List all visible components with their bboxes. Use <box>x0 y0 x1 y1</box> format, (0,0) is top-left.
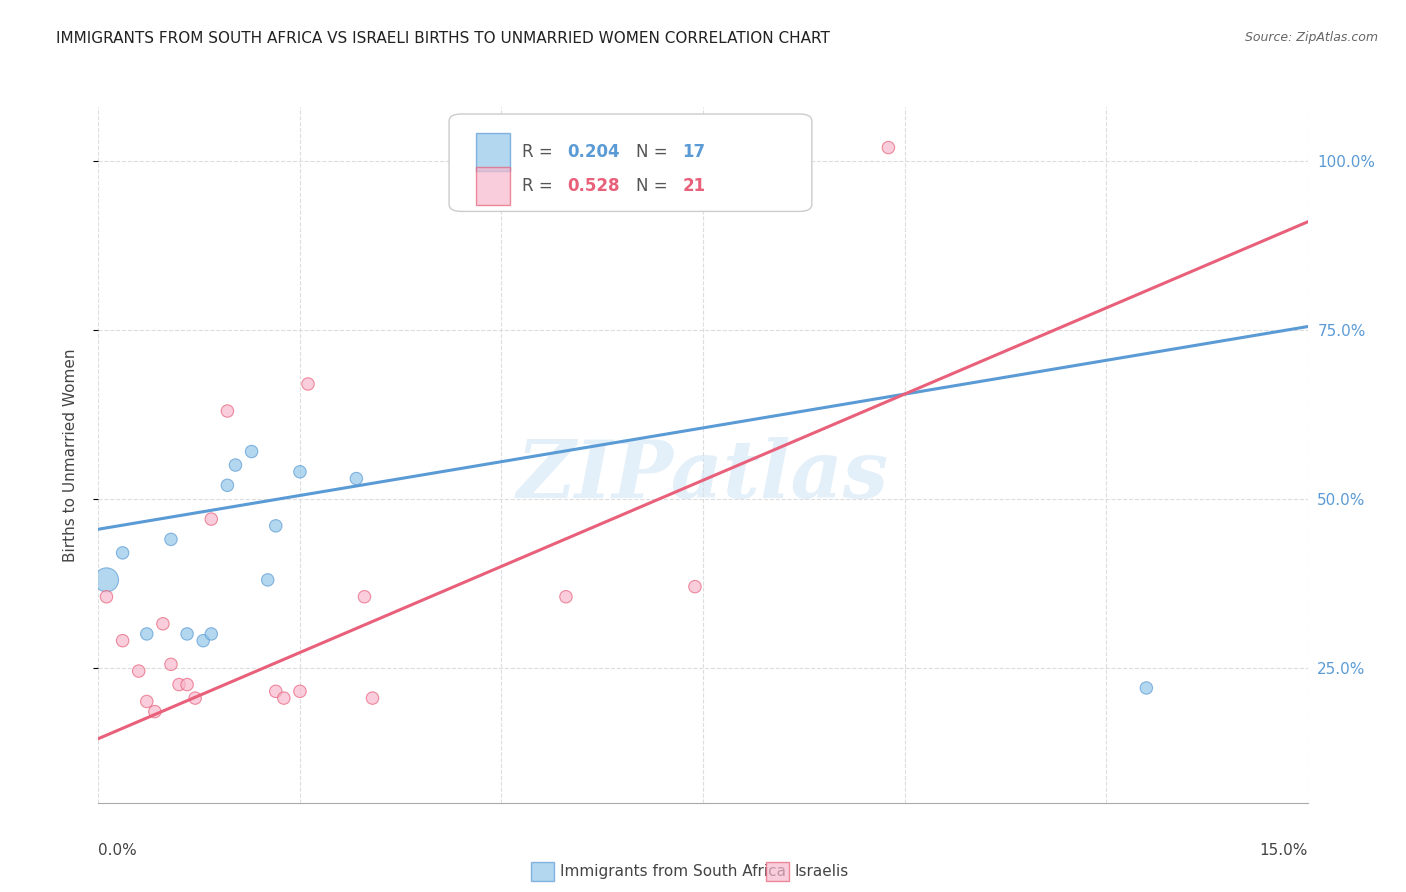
Point <box>636 154 658 169</box>
Point <box>135 694 157 708</box>
Point <box>555 590 578 604</box>
Point <box>256 573 278 587</box>
Point <box>111 633 134 648</box>
Text: N =: N = <box>637 178 673 195</box>
Point <box>200 512 222 526</box>
Point <box>160 657 183 672</box>
Point <box>273 691 295 706</box>
Point <box>668 154 690 169</box>
Point <box>167 677 190 691</box>
Text: 0.528: 0.528 <box>568 178 620 195</box>
Point <box>344 472 367 486</box>
Point <box>877 140 900 154</box>
FancyBboxPatch shape <box>449 114 811 211</box>
Point <box>683 580 706 594</box>
Point <box>111 546 134 560</box>
Point <box>96 573 118 587</box>
Point <box>288 465 311 479</box>
Point <box>217 478 239 492</box>
Text: IMMIGRANTS FROM SOUTH AFRICA VS ISRAELI BIRTHS TO UNMARRIED WOMEN CORRELATION CH: IMMIGRANTS FROM SOUTH AFRICA VS ISRAELI … <box>56 31 830 46</box>
Text: 0.0%: 0.0% <box>98 843 138 858</box>
Text: Israelis: Israelis <box>794 864 849 879</box>
Point <box>135 627 157 641</box>
Point <box>152 616 174 631</box>
Text: Source: ZipAtlas.com: Source: ZipAtlas.com <box>1244 31 1378 45</box>
Text: R =: R = <box>522 143 558 161</box>
Text: R =: R = <box>522 178 558 195</box>
Point <box>297 376 319 391</box>
Text: ZIPatlas: ZIPatlas <box>517 437 889 515</box>
Point <box>160 533 183 547</box>
Point <box>217 404 239 418</box>
Text: 15.0%: 15.0% <box>1260 843 1308 858</box>
Point <box>224 458 246 472</box>
Point <box>264 519 287 533</box>
Point <box>200 627 222 641</box>
Point <box>353 590 375 604</box>
Bar <box>475 133 509 171</box>
Point <box>143 705 166 719</box>
Y-axis label: Births to Unmarried Women: Births to Unmarried Women <box>63 348 77 562</box>
Point <box>288 684 311 698</box>
Text: 17: 17 <box>682 143 706 161</box>
Point <box>193 633 215 648</box>
Point <box>240 444 263 458</box>
Text: N =: N = <box>637 143 673 161</box>
Point <box>96 590 118 604</box>
Text: 0.204: 0.204 <box>568 143 620 161</box>
Point <box>184 691 207 706</box>
Point <box>176 677 198 691</box>
Point <box>361 691 384 706</box>
Point <box>128 664 150 678</box>
Point <box>264 684 287 698</box>
Point <box>1135 681 1157 695</box>
Text: Immigrants from South Africa: Immigrants from South Africa <box>560 864 786 879</box>
Bar <box>475 167 509 205</box>
Text: 21: 21 <box>682 178 706 195</box>
Point <box>176 627 198 641</box>
